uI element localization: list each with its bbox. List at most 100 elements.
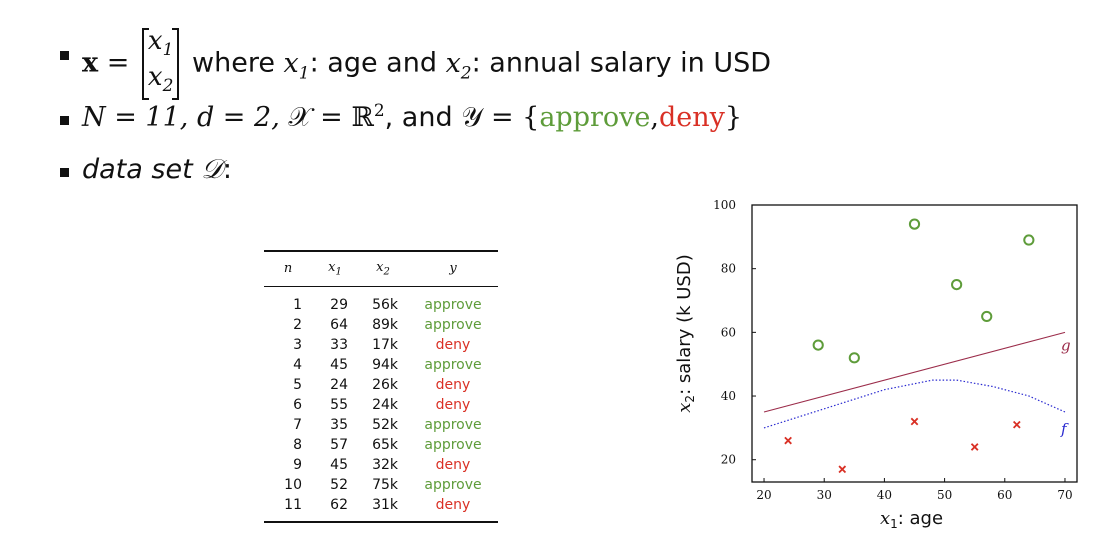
data-table: n x1 x2 y 1 29 56k approve 2 64 89k approve 3 33 1… [264,250,498,523]
y-tick-label: 100 [713,198,736,212]
cell-x2: 94k [372,356,398,373]
table-header-row: n x1 x2 y [264,251,498,287]
deny-point [784,436,792,445]
cell-x2: 17k [372,336,398,353]
right-bracket [172,28,180,101]
y-tick-label: 20 [721,453,736,467]
column-vector-matrix: x1 x2 [141,26,180,101]
line-label-f: f [1060,420,1069,438]
bullet-problem-setup: N = 11, d = 2, 𝒳 = ℝ2, and 𝒴 = {approve,… [82,101,742,134]
close-brace: } [724,102,743,133]
matrix-bottom: x2 [147,62,174,97]
var-x2: x2 [445,47,472,84]
approve-point [981,310,993,323]
table-row: 1 29 56k approve [264,286,498,315]
bullet-data-set: data set 𝒟: [82,154,232,186]
approve-point [812,339,824,351]
approve-point [951,278,963,291]
cell-y: approve [424,436,482,453]
table-row: 2 64 89k approve [264,315,498,335]
plot-frame [751,204,1078,483]
data-set-label: data set [82,154,193,185]
cell-x1: 62 [312,494,358,523]
deny-point [1012,420,1021,429]
hypothesis-line-f [763,379,1066,429]
y-tick-label: 80 [721,262,736,276]
output-space: 𝒴 = { [461,102,540,133]
and-text: , and [384,102,462,133]
bullet-marker [60,168,69,177]
equals-sign: = [106,47,130,79]
approve-label: approve [539,102,651,133]
cell-y: approve [424,416,482,433]
matrix-top: x1 [147,26,174,61]
cell-x1: 45 [330,356,348,373]
cell-x2: 31k [358,494,408,523]
cell-x2: 56k [372,296,398,313]
cell-n: 7 [293,416,302,433]
cell-x2: 75k [372,476,398,493]
cell-x2: 52k [372,416,398,433]
bullet-marker [60,116,69,125]
cell-y: approve [424,476,482,493]
approve-point [848,352,860,364]
cell-x1: 57 [330,436,348,453]
hypothesis-line-g [763,331,1066,413]
cell-n: 11 [264,494,312,523]
table-row: 6 55 24k deny [264,395,498,415]
cell-x1: 45 [330,456,348,473]
cell-y: deny [408,494,498,523]
salary-text: : annual salary in USD [471,47,772,79]
table-row: 9 45 32k deny [264,455,498,475]
cell-x2: 26k [372,376,398,393]
y-axis-label: x2: salary (k USD) [674,254,697,412]
cell-x2: 32k [372,456,398,473]
cell-n: 8 [293,436,302,453]
x-axis-label: x1: age [880,508,943,530]
x-tick-label: 40 [877,488,892,502]
cell-x1: 64 [330,316,348,333]
table-row: 10 52 75k approve [264,475,498,495]
cell-x1: 55 [330,396,348,413]
cell-x2: 24k [372,396,398,413]
x-tick-label: 50 [937,488,952,502]
input-space: 𝒳 = ℝ2 [288,101,385,133]
cell-y: deny [435,396,471,413]
line-label-g: g [1061,336,1071,354]
vector-x: x [82,47,99,79]
x-tick-label: 30 [817,488,832,502]
table-row: 4 45 94k approve [264,355,498,375]
y-tick-label: 60 [721,325,736,339]
bullet-marker [60,51,69,60]
cell-n: 3 [293,336,302,353]
age-text: : age and [309,47,437,79]
n-equation: N = 11, [82,102,197,133]
cell-n: 6 [293,396,302,413]
cell-n: 2 [293,316,302,333]
x-tick-label: 60 [997,488,1012,502]
table-row: 7 35 52k approve [264,415,498,435]
cell-y: deny [435,456,471,473]
colon: : [222,154,232,185]
cell-x1: 29 [330,296,348,313]
cell-x1: 24 [330,376,348,393]
table-row: 8 57 65k approve [264,435,498,455]
cell-y: deny [435,376,471,393]
deny-point [970,443,979,451]
cell-y: approve [424,356,482,373]
comma: , [650,102,659,133]
header-y: y [408,251,498,287]
cell-n: 10 [284,476,302,493]
cell-x1: 52 [330,476,348,493]
table-row: 11 62 31k deny [264,494,498,523]
cell-n: 5 [293,376,302,393]
table-row: 5 24 26k deny [264,375,498,395]
table-row: 3 33 17k deny [264,335,498,355]
where-text: where [192,47,275,79]
cell-x2: 89k [372,316,398,333]
x-tick-label: 20 [756,488,771,502]
left-bracket [141,28,149,101]
cell-n: 4 [293,356,302,373]
var-x1: x1 [283,47,310,84]
cell-n: 1 [293,296,302,313]
